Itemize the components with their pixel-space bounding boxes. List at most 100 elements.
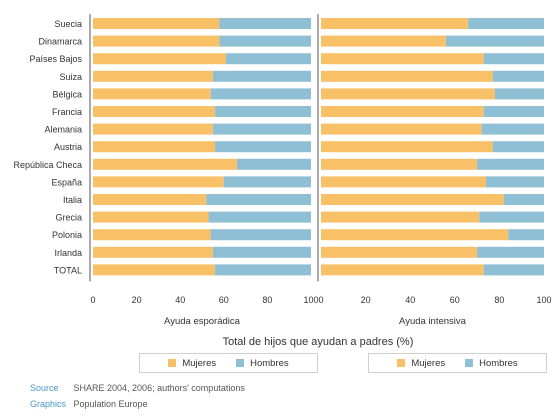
bar-mujeres (93, 141, 216, 153)
category-label: Suecia (54, 19, 82, 29)
bar-hombres (468, 18, 544, 29)
bar-mujeres (93, 229, 211, 241)
legend-swatch-mujeres (397, 359, 406, 367)
category-label: Dinamarca (38, 37, 82, 47)
bar-mujeres (321, 229, 509, 241)
bar-mujeres (93, 158, 237, 170)
panel-title: Ayuda intensiva (399, 316, 467, 327)
bar-hombres (212, 246, 311, 258)
bar-hombres (445, 35, 544, 47)
bar-mujeres (321, 176, 487, 188)
bar-hombres (494, 88, 544, 100)
bar-hombres (219, 35, 311, 47)
bar-hombres (503, 194, 544, 205)
x-tick-label: 80 (494, 295, 504, 305)
bar-mujeres (93, 194, 207, 205)
legend-left: Mujeres Hombres (139, 353, 318, 373)
bar-mujeres (93, 106, 216, 117)
bar-mujeres (321, 106, 484, 117)
graphics-text: Population Europe (73, 399, 148, 409)
bar-mujeres (93, 18, 220, 29)
bar-mujeres (321, 194, 504, 205)
legend-label-mujeres: Mujeres (182, 357, 217, 369)
x-tick-label: 100 (303, 295, 318, 305)
bar-mujeres (321, 18, 469, 29)
x-axis-title: Total de hijos que ayudan a padres (%) (223, 336, 414, 348)
x-tick-label: 60 (450, 295, 460, 305)
legend-item-mujeres: Mujeres (397, 358, 445, 369)
bar-hombres (219, 18, 311, 29)
bar-hombres (215, 264, 311, 276)
legend-label-mujeres: Mujeres (411, 357, 446, 369)
bar-mujeres (321, 211, 480, 223)
bar-hombres (225, 53, 311, 65)
category-label: Alemania (44, 125, 82, 135)
category-label: Austria (54, 142, 82, 152)
x-tick-label: 20 (132, 295, 142, 305)
bar-hombres (486, 176, 544, 188)
bar-hombres (479, 211, 544, 223)
bar-hombres (210, 229, 311, 241)
bar-mujeres (93, 176, 224, 188)
bar-mujeres (93, 88, 211, 100)
category-label: España (51, 177, 82, 187)
category-label: TOTAL (54, 265, 82, 275)
legend-swatch-hombres (236, 359, 245, 367)
bar-hombres (215, 106, 311, 117)
bar-hombres (483, 53, 544, 65)
category-label: Polonia (52, 230, 82, 240)
bar-mujeres (93, 211, 209, 223)
x-tick-label: 100 (536, 295, 551, 305)
bar-mujeres (321, 123, 482, 135)
category-label: Francia (52, 107, 82, 117)
bar-hombres (508, 229, 544, 241)
footer-source: Source SHARE 2004, 2006; authors' comput… (30, 383, 245, 393)
bar-hombres (483, 106, 544, 117)
legend-swatch-hombres (465, 359, 474, 367)
bar-mujeres (321, 70, 493, 82)
bar-hombres (481, 123, 544, 135)
bar-hombres (208, 211, 311, 223)
legend-item-hombres: Hombres (465, 358, 518, 369)
bar-hombres (492, 70, 544, 82)
x-tick-label: 0 (318, 295, 323, 305)
bar-hombres (483, 264, 544, 276)
x-tick-label: 40 (405, 295, 415, 305)
x-tick-label: 80 (262, 295, 272, 305)
legend-label-hombres: Hombres (250, 357, 289, 369)
legend-item-mujeres: Mujeres (168, 358, 216, 369)
bar-mujeres (321, 88, 495, 100)
x-tick-label: 60 (219, 295, 229, 305)
legend-item-hombres: Hombres (236, 358, 289, 369)
footer-graphics: Graphics Population Europe (30, 399, 148, 409)
bar-mujeres (93, 123, 213, 135)
bar-mujeres (93, 35, 220, 47)
bar-hombres (477, 158, 544, 170)
bar-mujeres (93, 264, 216, 276)
bar-hombres (212, 70, 311, 82)
category-label: Bélgica (52, 89, 82, 99)
x-tick-label: 20 (361, 295, 371, 305)
legend-label-hombres: Hombres (479, 357, 518, 369)
bar-hombres (223, 176, 311, 188)
bar-mujeres (321, 246, 478, 258)
bar-mujeres (93, 70, 213, 82)
category-label: Grecia (55, 213, 82, 223)
bar-mujeres (93, 53, 226, 65)
panel-title: Ayuda esporádica (164, 316, 241, 327)
category-label: Italia (63, 195, 82, 205)
bar-mujeres (321, 264, 484, 276)
bar-hombres (210, 88, 311, 100)
category-label: Suiza (59, 72, 82, 82)
x-tick-label: 40 (175, 295, 185, 305)
legend-right: Mujeres Hombres (368, 353, 547, 373)
bar-mujeres (321, 158, 478, 170)
bar-mujeres (321, 53, 484, 65)
source-label: Source (30, 383, 59, 393)
category-label: Irlanda (54, 248, 82, 258)
x-tick-label: 0 (90, 295, 95, 305)
bar-mujeres (321, 35, 446, 47)
bar-hombres (492, 141, 544, 153)
bar-hombres (212, 123, 311, 135)
